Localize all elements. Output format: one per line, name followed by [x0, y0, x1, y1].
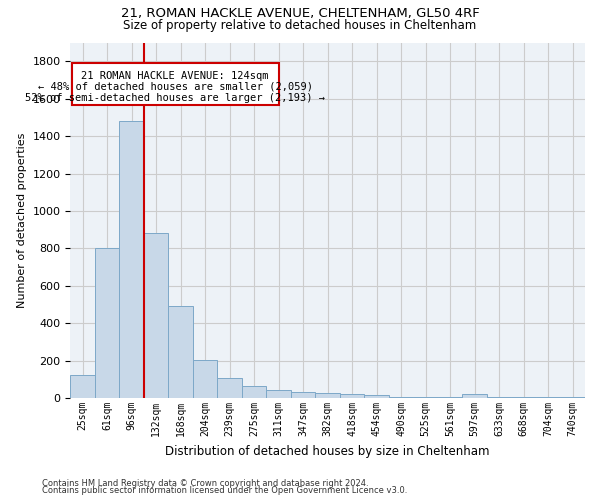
Bar	[511, 397, 536, 398]
Bar	[70, 374, 95, 398]
Bar	[71, 63, 278, 105]
Text: Size of property relative to detached houses in Cheltenham: Size of property relative to detached ho…	[124, 18, 476, 32]
Bar	[560, 397, 585, 398]
Bar	[364, 396, 389, 398]
Bar	[389, 397, 413, 398]
Text: 21, ROMAN HACKLE AVENUE, CHELTENHAM, GL50 4RF: 21, ROMAN HACKLE AVENUE, CHELTENHAM, GL5…	[121, 8, 479, 20]
Bar	[119, 121, 144, 398]
Bar	[536, 397, 560, 398]
Text: 52% of semi-detached houses are larger (2,193) →: 52% of semi-detached houses are larger (…	[25, 93, 325, 103]
Bar	[144, 234, 169, 398]
Bar	[193, 360, 217, 398]
Bar	[291, 392, 316, 398]
Bar	[463, 394, 487, 398]
Bar	[487, 397, 511, 398]
Bar	[266, 390, 291, 398]
Bar	[438, 397, 463, 398]
Bar	[413, 397, 438, 398]
Text: Contains public sector information licensed under the Open Government Licence v3: Contains public sector information licen…	[42, 486, 407, 495]
Bar	[316, 392, 340, 398]
Bar	[217, 378, 242, 398]
Text: ← 48% of detached houses are smaller (2,059): ← 48% of detached houses are smaller (2,…	[38, 82, 313, 92]
X-axis label: Distribution of detached houses by size in Cheltenham: Distribution of detached houses by size …	[166, 444, 490, 458]
Bar	[242, 386, 266, 398]
Bar	[95, 248, 119, 398]
Text: Contains HM Land Registry data © Crown copyright and database right 2024.: Contains HM Land Registry data © Crown c…	[42, 478, 368, 488]
Bar	[169, 306, 193, 398]
Y-axis label: Number of detached properties: Number of detached properties	[17, 132, 27, 308]
Text: 21 ROMAN HACKLE AVENUE: 124sqm: 21 ROMAN HACKLE AVENUE: 124sqm	[82, 70, 269, 81]
Bar	[340, 394, 364, 398]
